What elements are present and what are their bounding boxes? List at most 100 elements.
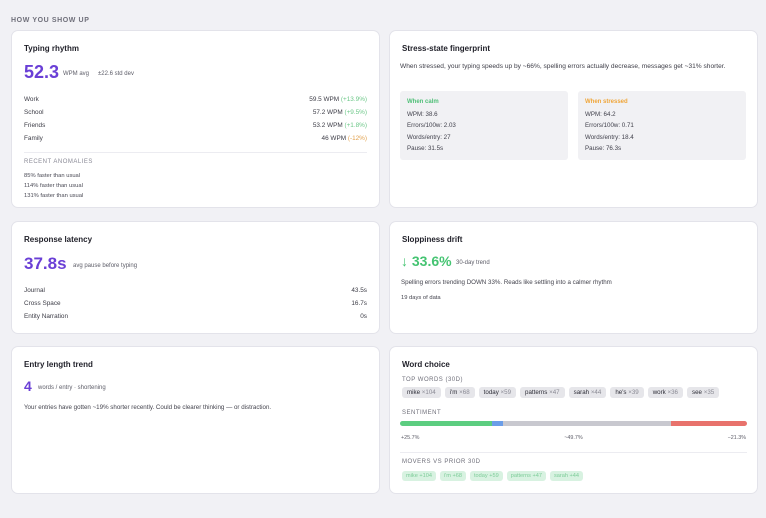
sloppiness-caption: 30-day trend [456, 260, 490, 266]
stressed-state-box: When stressed WPM: 64.2 Errors/100w: 0.7… [578, 91, 746, 160]
sloppiness-drift-card: Sloppiness drift ↓ 33.6% 30-day trend Sp… [389, 221, 758, 334]
word-count: ×59 [500, 389, 512, 396]
wpm-context-row: Work 59.5 WPM (+13.9%) [24, 93, 367, 106]
typing-rhythm-card: Typing rhythm 52.3 WPM avg ±22.6 std dev… [11, 30, 380, 208]
context-delta: (+1.8%) [344, 122, 367, 129]
anomaly-item: 114% faster than usual [24, 183, 83, 189]
latency-row: Cross Space 16.7s [24, 297, 367, 310]
sentiment-bar [400, 421, 747, 426]
context-delta: (+9.5%) [344, 109, 367, 116]
sentiment-positive-segment [400, 421, 493, 426]
calm-errors: Errors/100w: 2.03 [407, 122, 456, 130]
word-text: mike [407, 389, 422, 396]
word-text: patterns [525, 389, 550, 396]
context-value: 53.2 WPM (+1.8%) [313, 122, 367, 129]
context-delta: (+13.9%) [340, 96, 367, 103]
word-tag: i'm ×68 [444, 387, 475, 398]
sentiment-neutral-segment [502, 421, 671, 426]
calm-words: Words/entry: 27 [407, 133, 451, 141]
entry-length-card: Entry length trend 4 words / entry · sho… [11, 346, 380, 494]
wpm-unit: WPM avg [63, 71, 90, 77]
card-title: Word choice [402, 360, 450, 369]
card-title: Entry length trend [24, 360, 93, 369]
context-wpm: 46 WPM [321, 135, 348, 142]
word-text: work [652, 389, 668, 396]
sloppiness-days: 19 days of data [401, 295, 441, 301]
word-count: ×39 [628, 389, 639, 396]
context-delta: (-12%) [347, 135, 367, 142]
wpm-context-list: Work 59.5 WPM (+13.9%) School 57.2 WPM (+9.… [24, 93, 367, 145]
word-text: i'm [449, 389, 460, 396]
context-value: 59.5 WPM (+13.9%) [309, 96, 367, 103]
section-label: HOW YOU SHOW UP [11, 17, 90, 24]
context-label: Work [24, 96, 39, 103]
entry-caption: words / entry · shortening [38, 385, 106, 391]
movers-list: mike +104 i'm +68 today +59 patterns +47 sar… [402, 471, 584, 481]
word-tag: sarah ×44 [568, 387, 607, 398]
sloppiness-value: ↓ 33.6% [401, 253, 452, 269]
word-count: ×36 [667, 389, 679, 396]
calm-state-box: When calm WPM: 38.6 Errors/100w: 2.03 Wo… [400, 91, 568, 160]
word-tag: he's ×39 [610, 387, 644, 398]
context-value: 46 WPM (-12%) [322, 135, 367, 142]
anomaly-item: 85% faster than usual [24, 173, 81, 179]
word-count: ×68 [459, 389, 470, 396]
word-count: ×104 [421, 389, 436, 396]
stressed-errors: Errors/100w: 0.71 [585, 122, 634, 130]
anomaly-item: 131% faster than usual [24, 193, 84, 199]
word-count: ×35 [703, 389, 715, 396]
word-tag: mike ×104 [402, 387, 441, 398]
response-latency-card: Response latency 37.8s avg pause before … [11, 221, 380, 334]
sentiment-negative-segment [670, 421, 747, 426]
divider [400, 452, 747, 453]
mover-tag: today +59 [469, 471, 503, 481]
mover-tag: mike +104 [402, 471, 436, 481]
word-text: sarah [573, 389, 591, 396]
entry-value: 4 [24, 378, 32, 394]
context-wpm: 53.2 WPM [312, 122, 345, 129]
mover-tag: patterns +47 [506, 471, 546, 481]
stress-description: When stressed, your typing speeds up by … [400, 63, 726, 70]
context-label: Family [24, 135, 43, 142]
context-value: 57.2 WPM (+9.5%) [313, 109, 367, 116]
entry-description: Your entries have gotten ~19% shorter re… [24, 404, 272, 411]
stressed-pause: Pause: 76.3s [585, 145, 622, 153]
calm-pause: Pause: 31.5s [407, 145, 444, 153]
word-tag: today ×59 [478, 387, 517, 398]
sloppiness-description: Spelling errors trending DOWN 33%. Reads… [401, 279, 612, 286]
word-choice-card: Word choice TOP WORDS (30D) mike ×104 i'm… [389, 346, 758, 494]
calm-wpm: WPM: 38.6 [407, 110, 438, 118]
latency-list: Journal 43.5s Cross Space 16.7s Entity Narra… [24, 284, 367, 323]
word-tag: patterns ×47 [520, 387, 565, 398]
latency-label: Cross Space [24, 300, 61, 307]
stressed-words: Words/entry: 18.4 [585, 133, 634, 141]
calm-header: When calm [407, 99, 439, 105]
card-title: Stress-state fingerprint [402, 44, 491, 53]
context-label: School [24, 109, 44, 116]
sentiment-label: SENTIMENT [402, 410, 442, 416]
wpm-context-row: School 57.2 WPM (+9.5%) [24, 106, 367, 119]
stress-state-card: Stress-state fingerprint When stressed, … [389, 30, 758, 208]
word-count: ×44 [590, 389, 602, 396]
word-text: today [483, 389, 501, 396]
latency-value: 16.7s [351, 300, 367, 307]
latency-label: Entity Narration [24, 313, 69, 320]
word-count: ×47 [549, 389, 560, 396]
card-title: Response latency [24, 235, 93, 244]
divider [24, 152, 367, 153]
mover-tag: sarah +44 [549, 471, 584, 481]
word-tag: see ×35 [687, 387, 720, 398]
sentiment-value-label: −21.3% [727, 435, 746, 441]
latency-value: 43.5s [351, 287, 367, 294]
context-wpm: 57.2 WPM [312, 109, 345, 116]
anomalies-title: RECENT ANOMALIES [24, 159, 93, 165]
card-title: Sloppiness drift [402, 235, 463, 244]
latency-value: 0s [360, 313, 367, 320]
context-wpm: 59.5 WPM [309, 96, 341, 103]
wpm-std: ±22.6 std dev [98, 71, 134, 77]
sentiment-value-label: +25.7% [401, 435, 420, 441]
wpm-context-row: Friends 53.2 WPM (+1.8%) [24, 119, 367, 132]
latency-value: 37.8s [24, 254, 67, 273]
word-tag: work ×36 [647, 387, 683, 398]
movers-label: MOVERS VS PRIOR 30D [402, 459, 481, 465]
